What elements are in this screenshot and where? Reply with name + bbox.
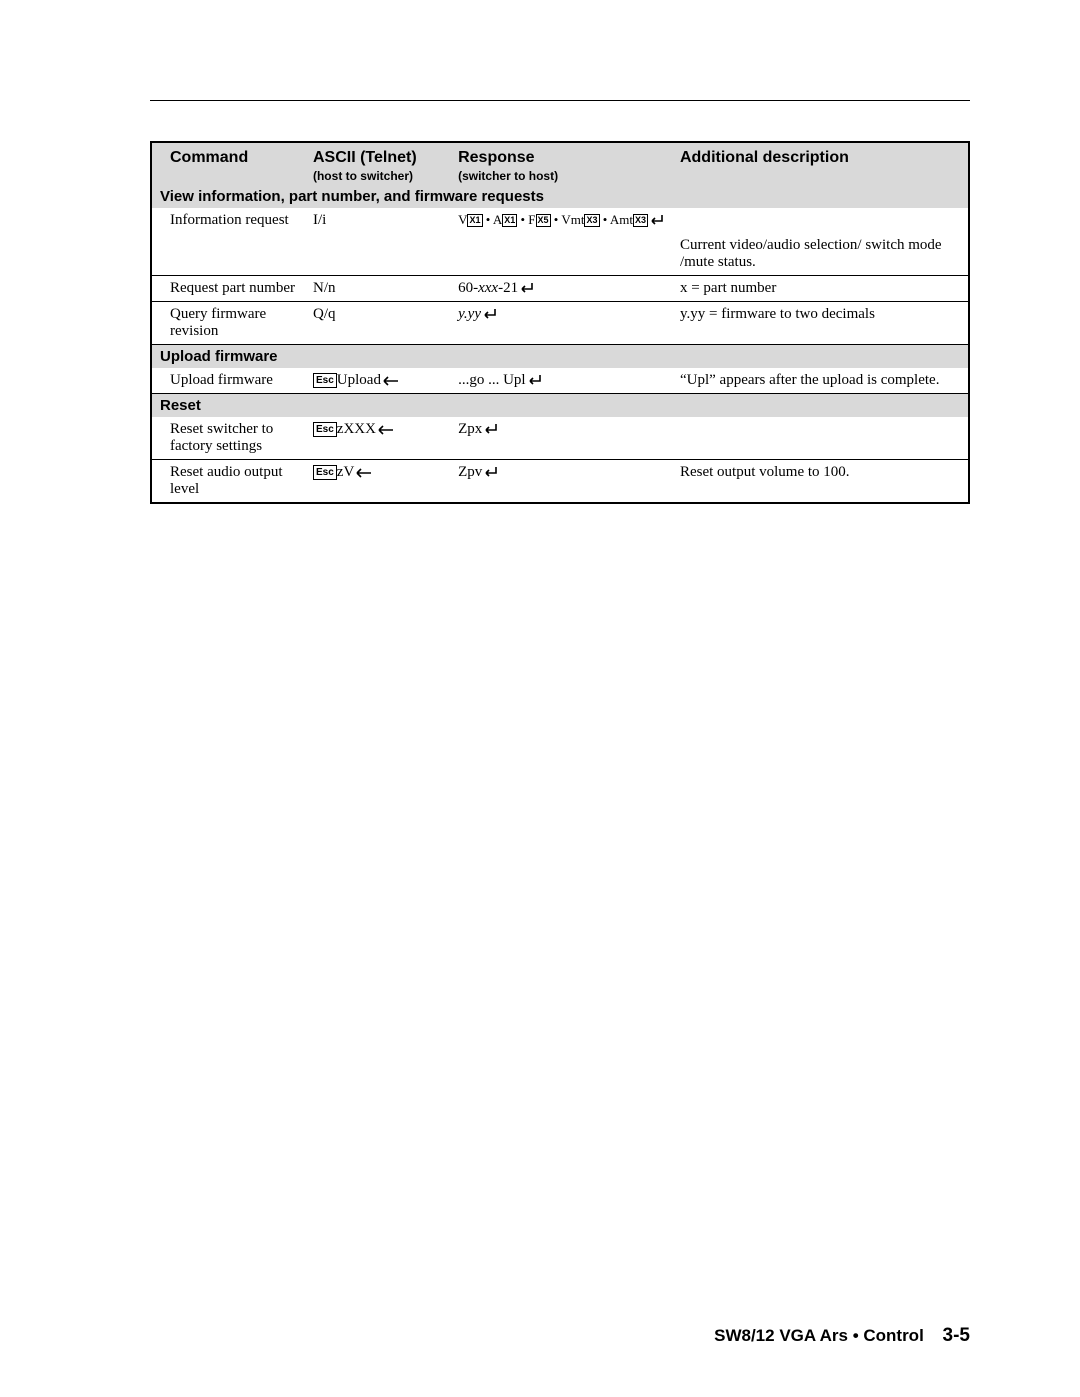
resp-amt: • Amt <box>600 212 633 227</box>
resp-v: V <box>458 212 467 227</box>
resp-a: • A <box>483 212 503 227</box>
header-command: Command <box>151 142 305 185</box>
cell-empty <box>305 233 450 276</box>
resetx-ascii-post: zXXX <box>337 421 376 437</box>
part-post: -21 <box>498 280 518 296</box>
esc-key-icon: Esc <box>313 373 337 388</box>
cell-part-ascii: N/n <box>305 276 450 302</box>
enter-icon <box>648 214 664 226</box>
cell-fw-ascii: Q/q <box>305 302 450 345</box>
page-footer: SW8/12 VGA Ars • Control 3-5 <box>714 1325 970 1347</box>
arrow-left-icon <box>354 468 372 478</box>
header-response: Response (switcher to host) <box>450 142 672 185</box>
enter-icon <box>482 423 498 435</box>
section-view-info-label: View information, part number, and firmw… <box>151 185 969 208</box>
row-reset-audio: Reset audio output level EsczV Zpv Reset… <box>151 460 969 504</box>
section-reset-label: Reset <box>151 394 969 418</box>
section-view-info: View information, part number, and firmw… <box>151 185 969 208</box>
resetv-ascii-post: zV <box>337 464 355 480</box>
x3-box-2: X3 <box>633 214 648 227</box>
row-information-request: Information request I/i VX1 • AX1 • FX5 … <box>151 208 969 233</box>
cell-fw-resp: y.yy <box>450 302 672 345</box>
enter-icon <box>482 466 498 478</box>
top-rule <box>150 100 970 101</box>
row-upload-firmware: Upload firmware EscUpload ...go ... Upl … <box>151 368 969 394</box>
fw-resp: y.yy <box>458 306 481 322</box>
cell-upload-resp: ...go ... Upl <box>450 368 672 394</box>
cell-info-desc-empty <box>672 208 969 233</box>
resp-vmt: • Vmt <box>551 212 585 227</box>
esc-key-icon: Esc <box>313 422 337 437</box>
cell-resetv-resp: Zpv <box>450 460 672 504</box>
cell-part-desc: x = part number <box>672 276 969 302</box>
cell-info-resp: VX1 • AX1 • FX5 • VmtX3 • AmtX3 <box>450 208 672 233</box>
resetv-resp: Zpv <box>458 464 482 480</box>
x1-box: X1 <box>467 214 482 227</box>
enter-icon <box>526 374 542 386</box>
esc-key-icon: Esc <box>313 465 337 480</box>
x1-box-2: X1 <box>502 214 517 227</box>
arrow-left-icon <box>381 376 399 386</box>
header-response-label: Response <box>458 149 534 166</box>
section-reset: Reset <box>151 394 969 418</box>
header-ascii-sub: (host to switcher) <box>313 169 442 183</box>
enter-icon <box>481 308 497 320</box>
header-description: Additional description <box>672 142 969 185</box>
upload-ascii-post: Upload <box>337 372 381 388</box>
cell-resetx-resp: Zpx <box>450 417 672 460</box>
header-description-label: Additional description <box>680 149 849 166</box>
part-mid: xxx <box>478 280 498 296</box>
arrow-left-icon <box>376 425 394 435</box>
row-part-number: Request part number N/n 60-xxx-21 x = pa… <box>151 276 969 302</box>
cell-empty <box>151 233 305 276</box>
row-reset-factory: Reset switcher to factory settings EsczX… <box>151 417 969 460</box>
cell-empty <box>450 233 672 276</box>
cell-resetv-ascii: EsczV <box>305 460 450 504</box>
resp-f: • F <box>517 212 535 227</box>
cell-upload-cmd: Upload firmware <box>151 368 305 394</box>
document-page: Command ASCII (Telnet) (host to switcher… <box>0 0 1080 1397</box>
section-upload-firmware: Upload firmware <box>151 345 969 369</box>
row-information-request-desc: Current video/audio selection/ switch mo… <box>151 233 969 276</box>
x5-box: X5 <box>536 214 551 227</box>
cell-resetv-cmd: Reset audio output level <box>151 460 305 504</box>
cell-upload-desc: “Upl” appears after the upload is comple… <box>672 368 969 394</box>
header-ascii: ASCII (Telnet) (host to switcher) <box>305 142 450 185</box>
footer-title: SW8/12 VGA Ars • Control <box>714 1326 924 1345</box>
row-query-firmware: Query firmware revision Q/q y.yy y.yy = … <box>151 302 969 345</box>
cell-info-ascii: I/i <box>305 208 450 233</box>
cell-upload-ascii: EscUpload <box>305 368 450 394</box>
section-upload-label: Upload firmware <box>151 345 969 369</box>
cell-info-desc: Current video/audio selection/ switch mo… <box>672 233 969 276</box>
cell-info-cmd: Information request <box>151 208 305 233</box>
cell-part-resp: 60-xxx-21 <box>450 276 672 302</box>
footer-page-number: 3-5 <box>943 1325 970 1346</box>
part-pre: 60- <box>458 280 478 296</box>
x3-box: X3 <box>584 214 599 227</box>
cell-fw-cmd: Query firmware revision <box>151 302 305 345</box>
header-command-label: Command <box>170 149 248 166</box>
resetx-resp: Zpx <box>458 421 482 437</box>
header-ascii-label: ASCII (Telnet) <box>313 149 417 166</box>
enter-icon <box>518 282 534 294</box>
table-header-row: Command ASCII (Telnet) (host to switcher… <box>151 142 969 185</box>
upload-resp: ...go ... Upl <box>458 372 526 388</box>
cell-resetv-desc: Reset output volume to 100. <box>672 460 969 504</box>
cell-fw-desc: y.yy = firmware to two decimals <box>672 302 969 345</box>
header-response-sub: (switcher to host) <box>458 169 664 183</box>
cell-resetx-desc <box>672 417 969 460</box>
cell-resetx-cmd: Reset switcher to factory settings <box>151 417 305 460</box>
cell-resetx-ascii: EsczXXX <box>305 417 450 460</box>
command-table: Command ASCII (Telnet) (host to switcher… <box>150 141 970 504</box>
cell-part-cmd: Request part number <box>151 276 305 302</box>
